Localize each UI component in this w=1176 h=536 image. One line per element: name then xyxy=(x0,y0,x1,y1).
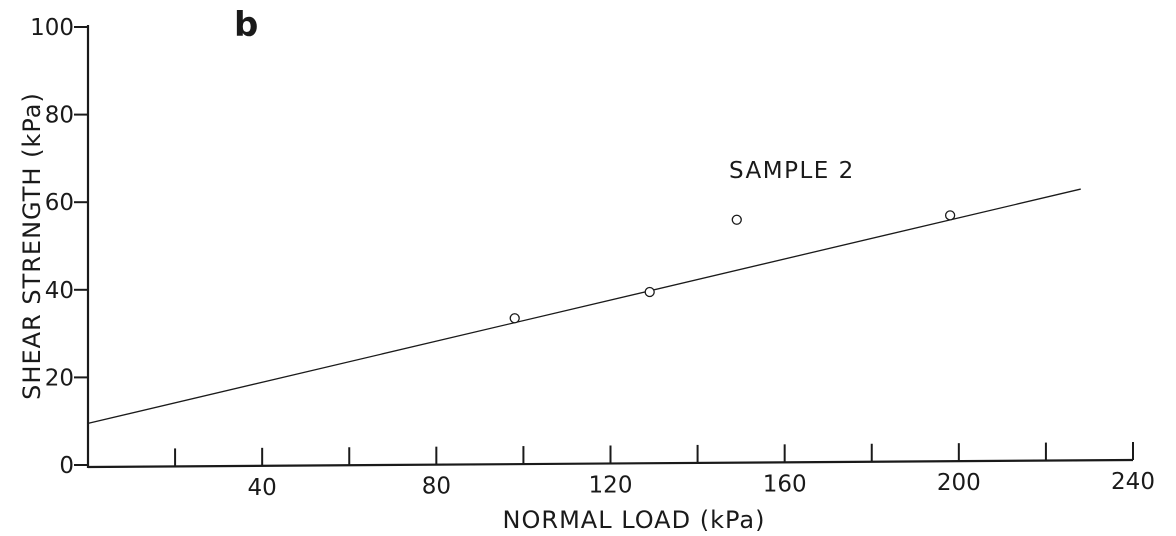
x-tick-label: 200 xyxy=(937,470,981,496)
x-axis-title: NORMAL LOAD (kPa) xyxy=(503,506,766,534)
sample-annotation: SAMPLE 2 xyxy=(729,158,855,184)
data-points xyxy=(509,210,956,324)
y-tick-label: 100 xyxy=(30,15,74,41)
y-tick-label: 40 xyxy=(45,278,74,304)
x-tick-label: 40 xyxy=(248,475,277,501)
data-point xyxy=(509,313,520,324)
y-ticks: 0 20 40 60 80 100 xyxy=(30,15,88,479)
fit-line xyxy=(87,188,1081,425)
axes xyxy=(86,25,1134,469)
y-tick-label: 0 xyxy=(59,453,74,479)
data-point xyxy=(944,210,956,221)
y-tick-label: 20 xyxy=(45,365,74,391)
x-ticks: 40 80 120 160 200 240 xyxy=(174,442,1155,501)
panel-label: b xyxy=(234,5,258,45)
y-tick-label: 60 xyxy=(45,190,74,216)
y-tick-label: 80 xyxy=(45,103,74,129)
y-axis-title: SHEAR STRENGTH (kPa) xyxy=(18,92,46,400)
x-tick-label: 80 xyxy=(422,474,451,500)
data-point xyxy=(731,214,742,225)
data-point xyxy=(644,286,655,298)
x-tick-label: 240 xyxy=(1111,469,1155,495)
x-tick-label: 120 xyxy=(589,473,633,499)
x-tick-label: 160 xyxy=(763,471,807,497)
